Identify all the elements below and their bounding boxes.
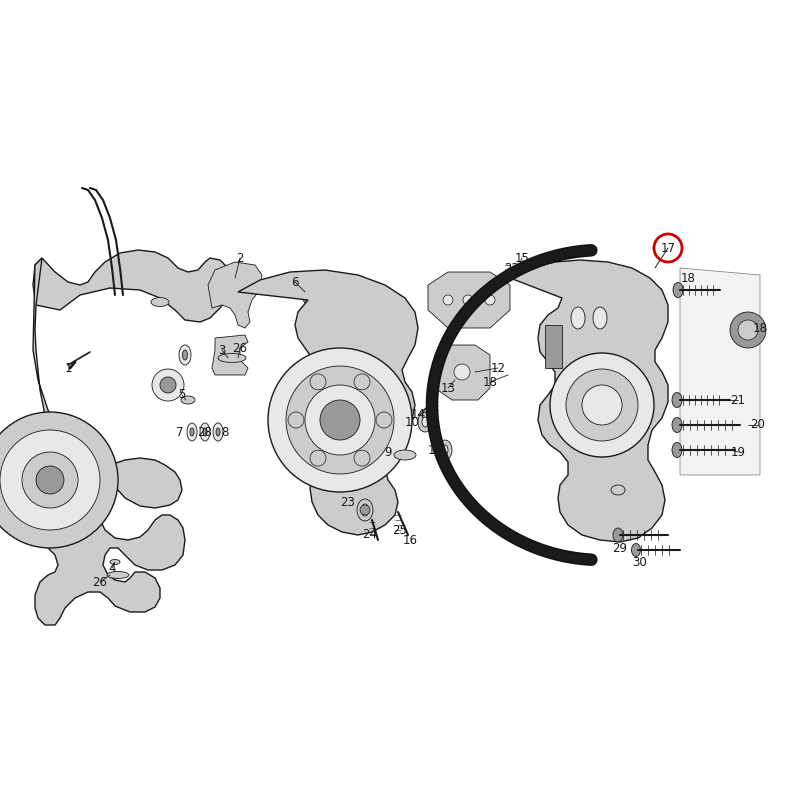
- Circle shape: [0, 412, 118, 548]
- Ellipse shape: [357, 499, 373, 521]
- Circle shape: [730, 312, 766, 348]
- Circle shape: [22, 452, 78, 508]
- Ellipse shape: [151, 298, 169, 306]
- Text: 7: 7: [176, 426, 184, 438]
- Polygon shape: [428, 272, 510, 328]
- Circle shape: [320, 400, 360, 440]
- Text: 29: 29: [613, 542, 627, 554]
- Circle shape: [360, 505, 370, 515]
- Ellipse shape: [187, 423, 197, 441]
- Ellipse shape: [672, 418, 682, 433]
- Text: 17: 17: [661, 242, 675, 254]
- Polygon shape: [212, 335, 248, 375]
- Text: 6: 6: [291, 275, 298, 289]
- Text: 18: 18: [753, 322, 767, 334]
- Text: 8: 8: [222, 426, 229, 438]
- Text: 28: 28: [198, 426, 213, 438]
- Polygon shape: [680, 268, 760, 475]
- Circle shape: [286, 366, 394, 474]
- Text: 23: 23: [341, 495, 355, 509]
- Text: 18: 18: [681, 271, 695, 285]
- Circle shape: [485, 295, 495, 305]
- Circle shape: [310, 450, 326, 466]
- Circle shape: [443, 295, 453, 305]
- Circle shape: [288, 412, 304, 428]
- Text: 25: 25: [393, 523, 407, 537]
- Ellipse shape: [110, 559, 120, 565]
- Text: 10: 10: [405, 415, 419, 429]
- Text: 9: 9: [384, 446, 392, 458]
- Circle shape: [376, 412, 392, 428]
- Text: 12: 12: [490, 362, 506, 374]
- Circle shape: [566, 369, 638, 441]
- Ellipse shape: [394, 450, 416, 460]
- Text: 24: 24: [362, 529, 378, 542]
- Text: 11: 11: [427, 443, 442, 457]
- Ellipse shape: [361, 504, 369, 516]
- Polygon shape: [33, 258, 185, 625]
- Ellipse shape: [672, 393, 682, 407]
- Circle shape: [268, 348, 412, 492]
- Ellipse shape: [571, 307, 585, 329]
- Text: 21: 21: [730, 394, 746, 406]
- Ellipse shape: [442, 445, 448, 455]
- Circle shape: [454, 364, 470, 380]
- Text: 20: 20: [750, 418, 766, 431]
- Text: 3: 3: [218, 343, 226, 357]
- Text: 5: 5: [178, 389, 186, 402]
- Ellipse shape: [611, 485, 625, 495]
- Circle shape: [36, 466, 64, 494]
- Text: 26: 26: [93, 575, 107, 589]
- Polygon shape: [238, 270, 418, 535]
- Circle shape: [738, 320, 758, 340]
- Circle shape: [550, 353, 654, 457]
- Ellipse shape: [631, 543, 641, 557]
- Ellipse shape: [613, 528, 623, 542]
- Circle shape: [463, 295, 473, 305]
- Text: 16: 16: [402, 534, 418, 546]
- Text: 18: 18: [482, 375, 498, 389]
- Ellipse shape: [203, 428, 207, 436]
- Ellipse shape: [107, 571, 129, 578]
- Ellipse shape: [673, 282, 683, 298]
- Circle shape: [0, 430, 100, 530]
- Ellipse shape: [213, 423, 223, 441]
- Ellipse shape: [218, 354, 246, 362]
- Ellipse shape: [190, 428, 194, 436]
- Circle shape: [305, 385, 375, 455]
- Ellipse shape: [672, 442, 682, 458]
- Ellipse shape: [182, 350, 187, 360]
- Text: 19: 19: [730, 446, 746, 458]
- Text: 13: 13: [441, 382, 455, 394]
- Ellipse shape: [181, 396, 195, 404]
- Ellipse shape: [422, 417, 428, 427]
- Text: 2: 2: [236, 251, 244, 265]
- Circle shape: [582, 385, 622, 425]
- Polygon shape: [33, 250, 230, 322]
- Ellipse shape: [418, 412, 432, 432]
- Text: 15: 15: [514, 251, 530, 265]
- Ellipse shape: [216, 428, 220, 436]
- Polygon shape: [435, 345, 490, 400]
- Circle shape: [354, 374, 370, 390]
- Ellipse shape: [593, 307, 607, 329]
- Circle shape: [303, 291, 317, 305]
- Ellipse shape: [200, 423, 210, 441]
- Circle shape: [160, 377, 176, 393]
- Text: 4: 4: [108, 562, 116, 574]
- Polygon shape: [545, 325, 562, 368]
- Text: 22: 22: [505, 262, 519, 274]
- Text: 14: 14: [410, 409, 426, 422]
- Circle shape: [310, 374, 326, 390]
- Text: 26: 26: [233, 342, 247, 354]
- Ellipse shape: [438, 440, 452, 460]
- Text: 1: 1: [64, 362, 72, 374]
- Polygon shape: [208, 262, 262, 328]
- Circle shape: [152, 369, 184, 401]
- Text: 30: 30: [633, 555, 647, 569]
- Polygon shape: [510, 260, 668, 542]
- Circle shape: [354, 450, 370, 466]
- Ellipse shape: [179, 345, 191, 365]
